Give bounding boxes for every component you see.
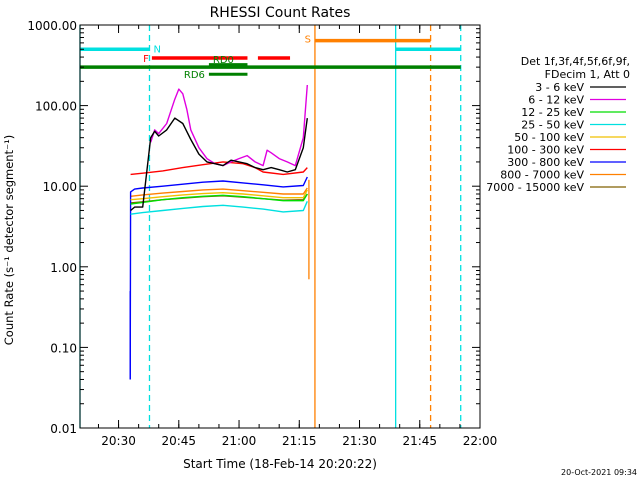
series-line-25-50-kev [130, 201, 308, 215]
legend-label: 50 - 100 keV [514, 131, 584, 144]
legend-label: 3 - 6 keV [535, 81, 584, 94]
x-tick-label: 21:15 [282, 434, 317, 448]
x-tick-label: 22:00 [463, 434, 498, 448]
y-axis-label: Count Rate (s⁻¹ detector segment⁻¹) [2, 135, 16, 345]
series-line-3-6-kev [130, 117, 308, 212]
chart-title: RHESSI Count Rates [210, 5, 351, 21]
state-label-n: N [153, 44, 160, 55]
legend-header-line: FDecim 1, Att 0 [545, 68, 630, 81]
legend: Det 1f,3f,4f,5f,6f,9f,FDecim 1, Att 03 -… [486, 55, 630, 194]
state-label-f: F [143, 54, 149, 65]
state-label-s: S [305, 35, 311, 46]
x-axis-label: Start Time (18-Feb-14 20:20:22) [183, 457, 377, 471]
state-label-rd0: RD0 [213, 55, 234, 66]
y-tick-label: 0.01 [50, 422, 77, 436]
series-line-800-7000-kev [130, 187, 308, 197]
plot-area: NF RD0 RD6 S [79, 25, 462, 428]
legend-header-line: Det 1f,3f,4f,5f,6f,9f, [521, 55, 630, 68]
legend-label: 25 - 50 keV [521, 119, 584, 132]
x-tick-label: 20:30 [101, 434, 136, 448]
x-tick-label: 20:45 [161, 434, 196, 448]
x-tick-label: 21:45 [402, 434, 437, 448]
legend-label: 100 - 300 keV [507, 144, 584, 157]
state-label-rd6: RD6 [184, 70, 205, 81]
y-tick-label: 100.00 [35, 100, 77, 114]
series-line-100-300-kev [130, 161, 308, 176]
series-line-12-25-kev [130, 193, 308, 205]
legend-label: 7000 - 15000 keV [486, 181, 584, 194]
legend-label: 12 - 25 keV [521, 106, 584, 119]
legend-label: 800 - 7000 keV [500, 169, 584, 182]
x-tick-label: 21:00 [222, 434, 257, 448]
plot-frame [79, 24, 481, 429]
y-tick-label: 0.10 [50, 341, 77, 355]
x-tick-label: 21:30 [342, 434, 377, 448]
legend-label: 300 - 800 keV [507, 156, 584, 169]
series-line-50-100-kev [130, 189, 308, 201]
series-line-300-800-kev [129, 176, 308, 380]
y-tick-label: 10.00 [43, 180, 77, 194]
legend-label: 6 - 12 keV [528, 94, 584, 107]
y-tick-label: 1000.00 [27, 19, 77, 33]
axes: 20:30 20:45 21:00 21:15 21:30 21:45 22:00 0.01 0… [27, 19, 497, 448]
footer-timestamp: 20-Oct-2021 09:34 [561, 468, 637, 477]
y-tick-label: 1.00 [50, 261, 77, 275]
